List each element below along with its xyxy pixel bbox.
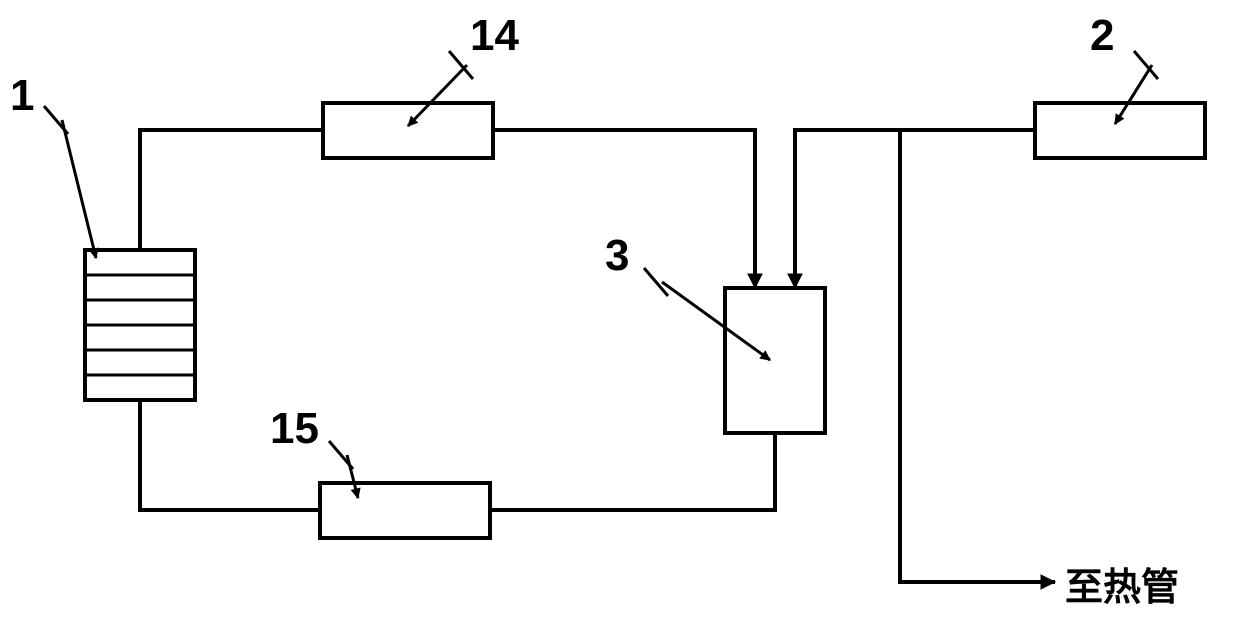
label-1: 1	[10, 71, 34, 120]
connections	[140, 130, 1055, 582]
diagram-canvas: 1 14 2 15 3 至热管	[0, 0, 1239, 635]
label-15: 15	[270, 404, 319, 453]
label-3: 3	[605, 231, 629, 280]
label-2: 2	[1090, 11, 1114, 60]
node-14	[323, 103, 493, 158]
node-3	[725, 288, 825, 433]
label-14: 14	[470, 11, 519, 60]
node-15	[320, 483, 490, 538]
node-1	[85, 250, 195, 400]
leader-lines	[44, 51, 1158, 498]
label-output-cn: 至热管	[1065, 567, 1179, 609]
node-2	[1035, 103, 1205, 158]
